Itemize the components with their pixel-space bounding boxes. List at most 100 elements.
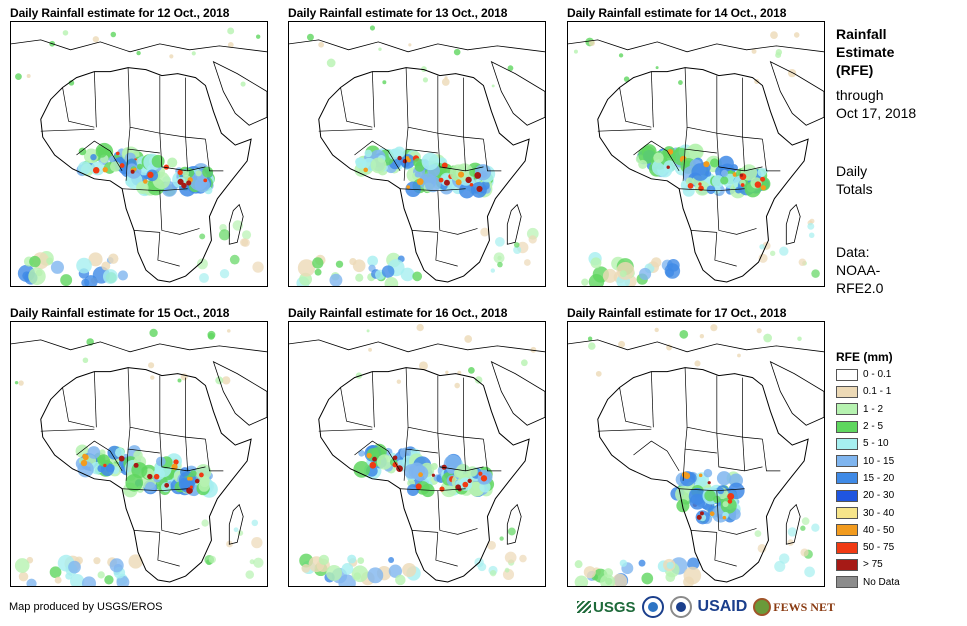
country-border (134, 230, 160, 233)
heavy-rain-patch (203, 178, 208, 183)
legend-label: 1 - 2 (863, 403, 884, 415)
rain-patch (54, 576, 62, 584)
rain-patch (26, 578, 37, 586)
heavy-rain-patch (187, 477, 191, 481)
country-border (318, 128, 373, 132)
rain-patch (651, 257, 662, 268)
rainfall-patches (574, 324, 820, 586)
country-border (633, 440, 668, 456)
country-border (483, 139, 502, 172)
heavy-rain-patch (103, 463, 107, 468)
legend-item: 10 - 15 (836, 452, 900, 469)
heavy-rain-patch (457, 171, 465, 178)
rain-patch (490, 268, 495, 273)
rainfall-patches (296, 25, 539, 286)
rain-patch (190, 470, 197, 477)
rain-patch (804, 566, 815, 578)
fews-net-logo: FEWS NET (753, 598, 835, 616)
rain-patch (721, 169, 729, 177)
heavy-rain-patch (392, 455, 398, 461)
rain-patch (358, 450, 365, 457)
rain-patch (110, 31, 117, 38)
rain-patch (110, 161, 121, 172)
rain-patch (691, 163, 710, 181)
heavy-rain-patch (80, 459, 88, 467)
legend-swatch (836, 576, 858, 589)
rain-patch (366, 329, 370, 333)
heavy-rain-patch (402, 159, 408, 164)
rain-patch (240, 81, 246, 87)
legend: RFE (mm) 0 - 0.1 0.1 - 1 1 - 2 2 - 5 5 - 10 1… (836, 348, 900, 591)
rain-patch (77, 161, 92, 175)
country-border (387, 150, 401, 172)
rain-patch (353, 461, 371, 478)
country-border (666, 150, 680, 172)
country-border (716, 433, 763, 472)
rainfall-map (567, 21, 825, 287)
country-border (62, 387, 95, 428)
rain-patch (241, 238, 250, 247)
rain-patch (493, 252, 505, 264)
rain-patch (195, 170, 202, 177)
rain-patch (751, 48, 757, 54)
rain-patch (779, 246, 789, 256)
country-border (412, 230, 438, 233)
legend-item: 0.1 - 1 (836, 383, 900, 400)
rain-patch (449, 164, 468, 182)
rain-patch (76, 257, 92, 274)
usaid-logo: USAID (697, 598, 748, 615)
country-border (122, 488, 188, 492)
rainfall-map (567, 321, 825, 587)
rain-patch (90, 154, 97, 161)
country-border (40, 128, 95, 132)
heavy-rain-patch (438, 177, 444, 183)
rain-patch (800, 525, 806, 531)
totals-label: Daily Totals (836, 163, 873, 197)
country-border (651, 71, 654, 128)
country-border (483, 439, 502, 472)
rain-patch (378, 47, 382, 51)
rain-patch (82, 357, 89, 364)
rain-patch (588, 39, 595, 47)
usgs-waves-icon (577, 601, 591, 613)
rain-patch (421, 152, 440, 171)
rain-patch (600, 574, 616, 586)
rain-patch (653, 152, 664, 164)
rain-patch (487, 540, 496, 550)
rain-patch (191, 51, 196, 56)
country-border (159, 433, 206, 472)
rain-patch (117, 270, 128, 281)
rain-patch (150, 375, 155, 380)
legend-swatch (836, 489, 858, 502)
rain-patch (167, 157, 178, 168)
rain-patch (14, 380, 19, 385)
africa-outline (318, 67, 530, 283)
rain-patch (396, 379, 402, 384)
rain-patch (480, 227, 490, 237)
country-border (716, 375, 743, 438)
country-border (159, 375, 186, 438)
country-border (318, 428, 373, 432)
rain-patch (201, 519, 209, 527)
rain-patch (717, 487, 725, 495)
panel-title: Daily Rainfall estimate for 16 Oct., 201… (288, 306, 508, 320)
heavy-rain-patch (462, 481, 469, 488)
heavy-rain-patch (115, 151, 120, 156)
rain-patch (208, 555, 216, 564)
rain-patch (353, 572, 362, 580)
arabia-outline (769, 360, 824, 426)
rain-patch (706, 185, 716, 195)
rainfall-map (288, 321, 546, 587)
rain-patch (811, 523, 820, 532)
rain-patch (376, 454, 393, 470)
rain-patch (770, 31, 778, 39)
rain-patch (87, 446, 101, 459)
rain-patch (241, 230, 252, 240)
rain-patch (404, 464, 419, 479)
africa-outline (597, 67, 809, 283)
heavy-rain-patch (699, 511, 704, 516)
heavy-rain-patch (363, 167, 368, 173)
heavy-rain-patch (181, 182, 187, 189)
heavy-rain-patch (698, 473, 703, 478)
heavy-rain-patch (194, 478, 200, 484)
